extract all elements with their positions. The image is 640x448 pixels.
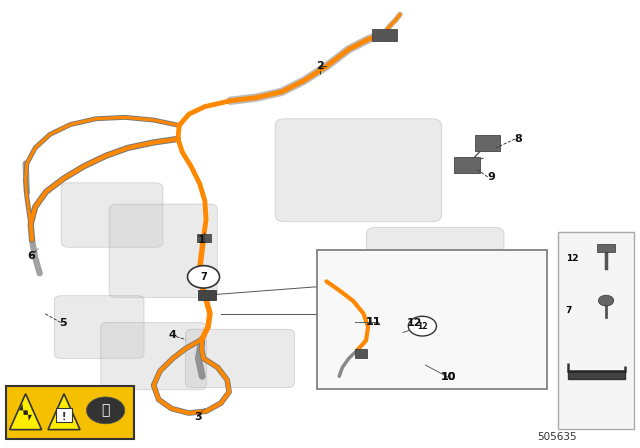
Text: 8: 8 <box>515 134 522 144</box>
Text: ✋: ✋ <box>101 403 110 418</box>
Bar <box>475 135 500 151</box>
Bar <box>198 290 216 300</box>
Circle shape <box>86 397 125 424</box>
Text: 6: 6 <box>27 251 35 261</box>
Text: © 2019 BMW AG: © 2019 BMW AG <box>10 432 92 442</box>
Bar <box>454 157 480 173</box>
Circle shape <box>598 295 614 306</box>
Text: 7: 7 <box>200 272 207 282</box>
FancyBboxPatch shape <box>61 183 163 247</box>
Text: 2: 2 <box>316 61 324 71</box>
Polygon shape <box>10 394 42 430</box>
Bar <box>6 386 134 439</box>
Text: 1: 1 <box>198 235 205 245</box>
FancyBboxPatch shape <box>54 296 144 358</box>
Text: 12: 12 <box>566 254 579 263</box>
Text: 10: 10 <box>440 372 456 382</box>
FancyBboxPatch shape <box>100 323 206 390</box>
Text: 3: 3 <box>195 412 202 422</box>
Bar <box>597 244 615 252</box>
FancyBboxPatch shape <box>366 228 504 319</box>
Bar <box>56 408 72 422</box>
Text: 11: 11 <box>365 317 381 327</box>
Text: 10: 10 <box>440 372 456 382</box>
Text: i: i <box>63 412 65 418</box>
Bar <box>355 349 367 358</box>
Text: 7: 7 <box>566 306 572 315</box>
Text: !: ! <box>61 412 67 422</box>
Bar <box>317 250 547 389</box>
Text: 11: 11 <box>365 317 381 327</box>
Text: 12: 12 <box>407 318 422 327</box>
Circle shape <box>188 266 220 288</box>
Text: 5: 5 <box>59 318 67 327</box>
Bar <box>372 29 397 41</box>
Text: 9: 9 <box>488 172 495 182</box>
Polygon shape <box>19 404 32 421</box>
FancyBboxPatch shape <box>275 119 442 222</box>
Text: 505635: 505635 <box>537 432 577 442</box>
FancyBboxPatch shape <box>109 204 217 298</box>
FancyBboxPatch shape <box>186 329 294 388</box>
Text: 12: 12 <box>417 322 428 331</box>
Circle shape <box>408 316 436 336</box>
Polygon shape <box>48 394 80 430</box>
Text: 4: 4 <box>169 330 177 340</box>
Bar <box>558 232 634 429</box>
Bar <box>197 234 211 242</box>
